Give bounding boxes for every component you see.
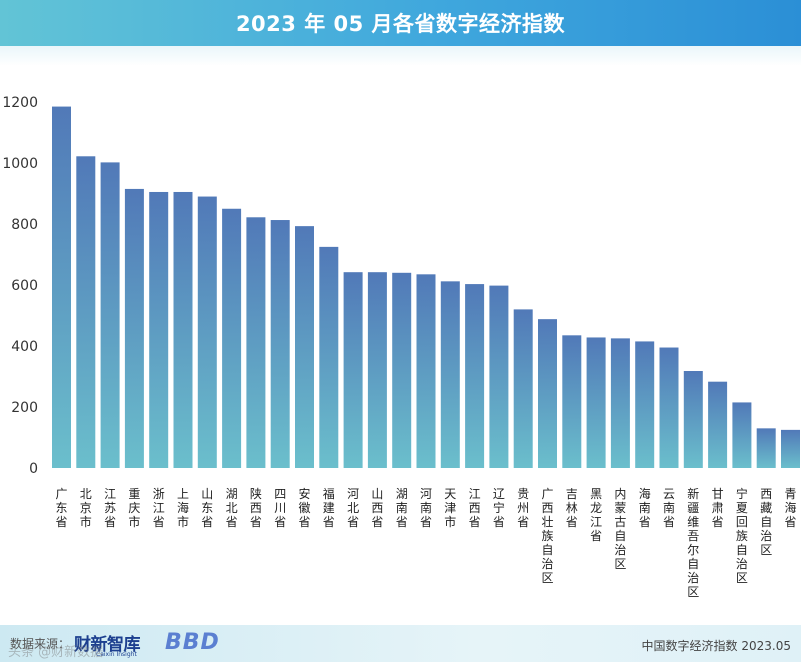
x-tick-label: 浙江省 [153,487,165,529]
x-tick-label: 北京市 [80,487,92,529]
bars-group [52,106,800,469]
x-tick-label: 河北省 [347,487,359,529]
bar-4 [149,191,169,468]
bar-12 [343,272,363,468]
y-tick-label: 1200 [2,95,38,111]
bar-1 [76,156,96,468]
x-tick-label: 山东省 [201,487,213,529]
header-band [0,46,801,66]
bar-15 [416,274,436,468]
x-tick-label: 青海省 [784,487,796,529]
x-tick-label: 黑龙江省 [590,487,602,543]
bbd-logo: BBD [165,630,220,655]
x-tick-label: 四川省 [274,487,286,529]
chart-title: 2023 年 05 月各省数字经济指数 [235,12,566,36]
y-tick-label: 0 [29,461,38,477]
x-tick-label: 贵州省 [517,487,529,529]
bar-28 [732,402,752,468]
bar-10 [295,226,314,468]
x-tick-label: 甘肃省 [712,487,724,529]
x-tick-label: 重庆市 [128,487,140,529]
x-tick-label: 上海市 [177,487,189,529]
bar-21 [562,335,582,468]
bar-5 [173,191,193,468]
bar-7 [222,208,242,468]
x-tick-label: 内蒙古自治区 [614,487,626,571]
header-bar: 2023 年 05 月各省数字经济指数 [0,0,801,46]
bar-29 [756,428,776,468]
caixin-logo-sub: Caixin Insight [96,651,137,658]
bar-30 [781,429,800,468]
bar-22 [586,337,606,468]
bar-26 [683,371,703,468]
bar-18 [489,285,509,468]
y-axis: 0 200 400 600 800 1000 1200 [2,95,38,477]
bar-16 [440,281,460,468]
x-tick-label: 安徽省 [298,486,310,529]
bar-23 [610,338,630,468]
bar-14 [392,272,412,468]
bar-11 [319,246,339,468]
y-tick-label: 1000 [2,156,38,172]
bar-20 [538,319,557,468]
bar-13 [367,272,387,468]
x-tick-label: 云南省 [663,487,675,529]
bar-3 [124,188,144,469]
x-tick-label: 江苏省 [104,487,116,529]
x-tick-label: 湖北省 [226,486,238,529]
x-tick-label: 陕西省 [250,486,262,529]
caixin-logo: 财新智库 [74,635,141,655]
bar-25 [659,347,679,468]
x-tick-label: 宁夏回族自治区 [736,486,748,585]
y-tick-label: 600 [11,278,38,294]
watermark: 头条 @财新数据 [8,645,104,660]
x-tick-label: 广东省 [55,487,67,529]
x-tick-label: 江西省 [469,487,481,529]
footer-bar: 数据来源： 财新智库 Caixin Insight BBD 中国数字经济指数 2… [0,625,801,662]
y-tick-label: 200 [11,400,38,416]
x-tick-label: 新疆维吾尔自治区 [687,486,699,599]
x-tick-label: 海南省 [639,486,651,529]
x-tick-label: 广西壮族自治区 [541,487,553,585]
x-tick-label: 西藏自治区 [760,487,772,557]
y-tick-label: 800 [11,217,38,233]
x-tick-label: 湖南省 [396,486,408,529]
x-tick-label: 天津市 [444,487,456,529]
bar-2 [100,162,120,468]
source-label: 数据来源： [10,637,71,651]
y-tick-label: 400 [11,339,38,355]
bar-0 [52,106,71,468]
bar-24 [635,341,655,468]
bar-6 [197,196,217,469]
x-tick-label: 辽宁省 [493,487,505,529]
x-tick-label: 吉林省 [566,487,578,529]
bar-9 [270,220,290,468]
bar-27 [708,381,728,468]
bar-19 [513,309,533,468]
x-tick-label: 河南省 [420,487,432,529]
bar-8 [246,217,266,468]
footer-note: 中国数字经济指数 2023.05 [641,639,791,653]
x-tick-label: 福建省 [323,486,335,529]
x-tick-label: 山西省 [371,487,383,529]
bar-17 [465,284,485,468]
